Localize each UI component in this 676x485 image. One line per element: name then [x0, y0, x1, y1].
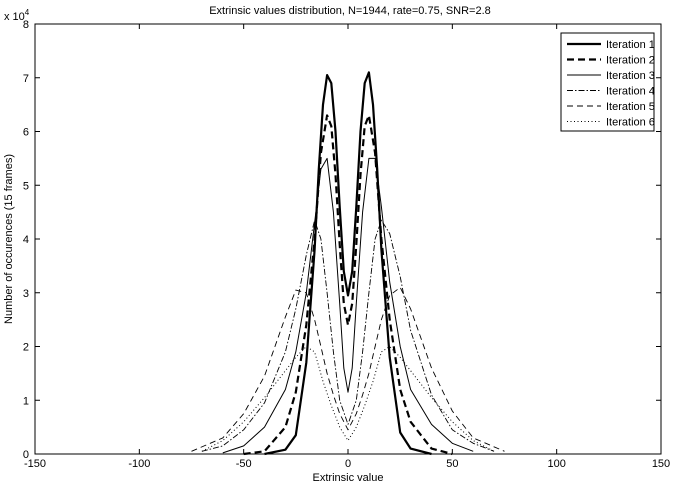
- series-line-iteration-5: [191, 286, 505, 452]
- y-tick-label: 0: [23, 449, 29, 461]
- legend-entry-label: Iteration 5: [606, 101, 655, 113]
- legend: Iteration 1 Iteration 2 Iteration 3 Iterati…: [560, 32, 655, 132]
- y-tick-label: 5: [23, 180, 29, 192]
- x-tick-label: 0: [345, 458, 351, 470]
- y-tick-label: 7: [23, 73, 29, 85]
- chart-title: Extrinsic values distribution, N=1944, r…: [209, 5, 491, 17]
- y-tick-label: 8: [23, 19, 29, 31]
- legend-entry-label: Iteration 6: [606, 117, 655, 129]
- series-line-iteration-1: [264, 71, 432, 456]
- series-line-iteration-2: [243, 114, 453, 456]
- x-tick-label: -100: [128, 458, 150, 470]
- series-line-iteration-4: [201, 219, 495, 452]
- x-tick-label: 50: [446, 458, 458, 470]
- y-tick-label: 2: [23, 342, 29, 354]
- x-tick-label: 100: [547, 458, 565, 470]
- x-tick-label: -150: [24, 458, 46, 470]
- legend-box: [560, 32, 655, 132]
- y-tick-label: 4: [23, 234, 29, 246]
- series-group: [191, 71, 505, 456]
- series-line-iteration-6: [201, 346, 495, 452]
- legend-entry-label: Iteration 1: [606, 39, 655, 51]
- x-tick-label: 150: [652, 458, 670, 470]
- y-multiplier-label: x 104: [4, 8, 30, 23]
- x-axis-label: Extrinsic value: [313, 472, 384, 484]
- y-tick-label: 3: [23, 288, 29, 300]
- axis-ticks: -150 -100 -50 0 50 100 150 0 1 2 3 4 5 6 7 8: [23, 19, 670, 470]
- legend-entry-label: Iteration 2: [606, 55, 655, 67]
- y-tick-label: 1: [23, 395, 29, 407]
- legend-entry-label: Iteration 3: [606, 70, 655, 82]
- x-tick-label: -50: [236, 458, 252, 470]
- legend-entry-label: Iteration 4: [606, 86, 655, 98]
- y-tick-label: 6: [23, 127, 29, 139]
- y-axis-label: Number of occurences (15 frames): [3, 154, 15, 324]
- series-line-iteration-3: [222, 157, 474, 454]
